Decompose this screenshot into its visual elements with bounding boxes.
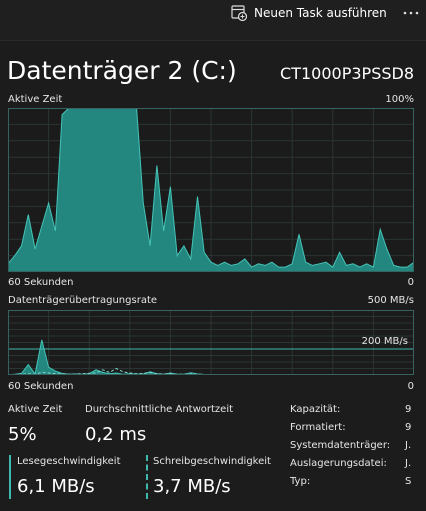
chart-label: Datenträgerübertragungsrate: [8, 295, 158, 306]
property-label: Formatiert:: [290, 422, 346, 433]
stat-value: 6,1 MB/s: [17, 476, 95, 497]
property-label: Systemdatenträger:: [290, 440, 391, 451]
chart-max-label: 100%: [385, 94, 414, 105]
property-label: Kapazität:: [290, 404, 341, 415]
chart-max-label: 500 MB/s: [367, 295, 414, 306]
read-legend-bar: [9, 455, 11, 499]
time-label: 60 Sekunden: [8, 381, 74, 392]
transfer-rate-chart: 200 MB/s: [8, 310, 414, 375]
active-time-area: [8, 108, 414, 272]
stat-value: 5%: [8, 424, 37, 445]
stat-value: 3,7 MB/s: [153, 476, 231, 497]
active-time-chart: [8, 108, 414, 272]
stat-label: Schreibgeschwindigkeit: [153, 456, 271, 467]
chart-border: [8, 310, 414, 375]
more-button[interactable]: [402, 8, 420, 18]
stat-label: Lesegeschwindigkeit: [17, 456, 121, 467]
stat-value: 0,2 ms: [85, 424, 147, 445]
property-value: 9: [405, 422, 412, 433]
property-value: S: [405, 476, 412, 487]
stat-label: Durchschnittliche Antwortzeit: [85, 404, 234, 415]
new-task-icon[interactable]: [231, 5, 247, 21]
write-legend-bar: [146, 455, 148, 499]
chart-border: [8, 108, 414, 272]
stat-label: Aktive Zeit: [8, 404, 63, 415]
reference-label: 200 MB/s: [362, 336, 408, 347]
chart-label: Aktive Zeit: [8, 94, 63, 105]
property-label: Auslagerungsdatei:: [290, 458, 387, 469]
disk-model: CT1000P3PSSD8: [280, 64, 414, 83]
min-label: 0: [407, 277, 414, 288]
toolbar: [0, 0, 426, 41]
new-task-button[interactable]: Neuen Task ausführen: [254, 6, 387, 20]
property-value: J.: [405, 440, 412, 451]
property-label: Typ:: [290, 476, 311, 487]
property-value: J.: [405, 458, 412, 469]
property-value: 9: [405, 404, 412, 415]
disk-title: Datenträger 2 (C:): [7, 56, 237, 85]
time-label: 60 Sekunden: [8, 277, 74, 288]
min-label: 0: [407, 381, 414, 392]
